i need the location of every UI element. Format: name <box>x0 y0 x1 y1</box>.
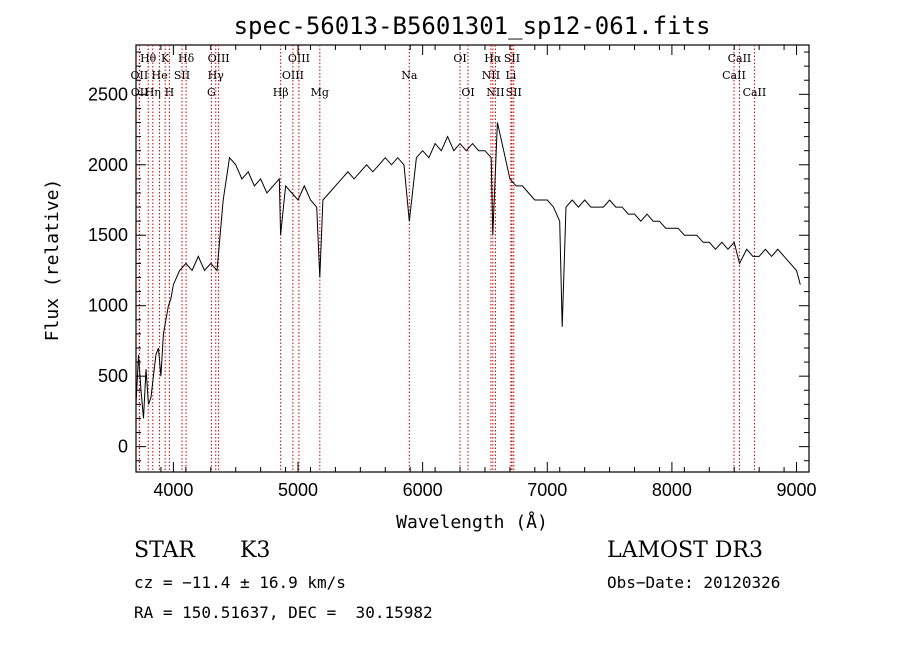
y-tick-label: 1000 <box>88 296 128 316</box>
y-axis-ticks: 0 500 1000 1500 2000 2500 <box>88 51 809 462</box>
observation-date: Obs−Date: 20120326 <box>607 573 781 592</box>
x-tick-label: 5000 <box>278 480 318 500</box>
y-tick-label: 0 <box>118 437 128 457</box>
survey-name: LAMOST DR3 <box>607 538 763 563</box>
x-tick-label: 8000 <box>652 480 692 500</box>
plot-frame <box>135 44 810 473</box>
line-marker-label: OIII <box>282 69 304 82</box>
line-marker-label: OII <box>131 86 149 99</box>
y-tick-label: 2500 <box>88 84 128 104</box>
y-tick-label: 1500 <box>88 225 128 245</box>
line-marker-label: OI <box>461 86 474 99</box>
line-marker-label: NII <box>482 69 500 82</box>
line-marker-label: OIII <box>288 52 310 65</box>
chart-title: spec-56013-B5601301_sp12-061.fits <box>234 12 711 40</box>
y-tick-label: 500 <box>98 366 128 386</box>
line-marker-label: OI <box>453 52 466 65</box>
coordinates: RA = 150.51637, DEC = 30.15982 <box>134 603 433 622</box>
line-marker-label: Hθ <box>140 52 157 65</box>
line-marker-label: SII <box>504 52 520 65</box>
line-marker-label: He <box>152 69 168 82</box>
x-tick-label: 7000 <box>527 480 567 500</box>
line-marker-label: H <box>165 86 175 99</box>
line-marker-label: Hβ <box>273 86 289 99</box>
x-tick-label: 9000 <box>777 480 817 500</box>
x-axis-label: Wavelength (Å) <box>396 511 548 533</box>
line-marker-label: Hα <box>484 52 502 65</box>
line-marker-label: OIII <box>208 52 230 65</box>
line-marker-label: SII <box>174 69 190 82</box>
line-marker-label: Hγ <box>208 69 225 82</box>
line-marker-label: Na <box>401 69 418 82</box>
series-flux <box>135 122 801 419</box>
line-marker-label: NII <box>486 86 504 99</box>
line-marker-label: SII <box>506 86 522 99</box>
y-tick-label: 2000 <box>88 155 128 175</box>
object-subclass: K3 <box>240 538 271 563</box>
line-marker-label: Hη <box>145 86 161 99</box>
line-marker-label: CaII <box>728 52 752 65</box>
y-axis-label: Flux (relative) <box>42 179 63 342</box>
line-marker-label: Hδ <box>178 52 195 65</box>
line-marker-label: CaII <box>722 69 746 82</box>
line-marker-label: CaII <box>743 86 767 99</box>
line-markers <box>138 45 755 472</box>
line-marker-label: G <box>207 86 216 99</box>
line-marker-label: Mg <box>311 86 329 99</box>
x-tick-label: 6000 <box>403 480 443 500</box>
redshift-cz: cz = −11.4 ± 16.9 km/s <box>134 573 346 592</box>
line-marker-label: Li <box>505 69 516 82</box>
line-marker-label: K <box>161 52 170 65</box>
object-class: STAR <box>134 538 195 563</box>
x-tick-label: 4000 <box>153 480 193 500</box>
line-marker-label: OII <box>131 69 149 82</box>
x-axis-ticks: 4000 5000 6000 7000 8000 9000 <box>135 45 817 500</box>
